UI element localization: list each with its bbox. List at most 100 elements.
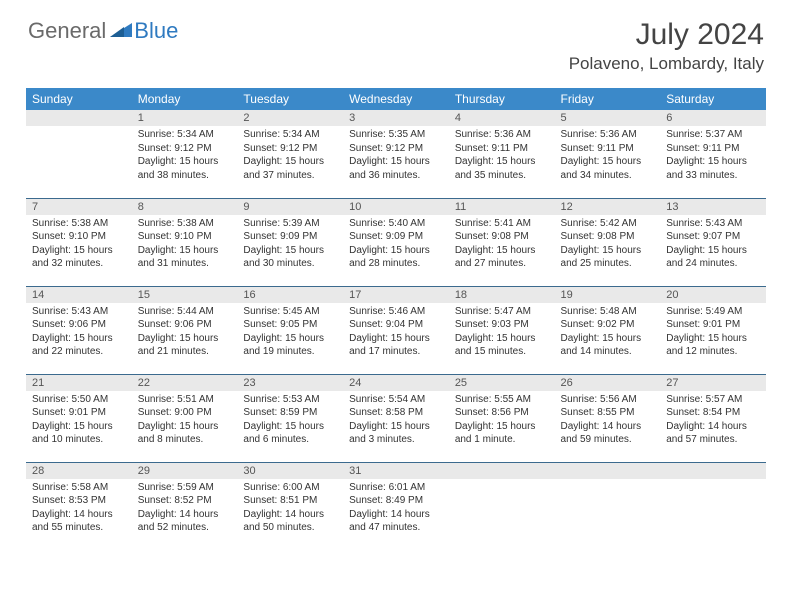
- day-number: 18: [449, 287, 555, 303]
- day-number: 6: [660, 110, 766, 126]
- sunset-text: Sunset: 9:02 PM: [561, 318, 655, 332]
- day-number: 8: [132, 199, 238, 215]
- day-number: 21: [26, 375, 132, 391]
- day-details: Sunrise: 5:51 AMSunset: 9:00 PMDaylight:…: [132, 391, 238, 451]
- calendar-day-cell: 13Sunrise: 5:43 AMSunset: 9:07 PMDayligh…: [660, 198, 766, 286]
- sunset-text: Sunset: 9:10 PM: [138, 230, 232, 244]
- day-number: [660, 463, 766, 479]
- weekday-header: Tuesday: [237, 88, 343, 110]
- calendar-day-cell: 9Sunrise: 5:39 AMSunset: 9:09 PMDaylight…: [237, 198, 343, 286]
- brand-logo: General Blue: [28, 18, 178, 44]
- sunrise-text: Sunrise: 5:50 AM: [32, 393, 126, 407]
- title-month: July 2024: [569, 18, 764, 52]
- day-details: Sunrise: 5:55 AMSunset: 8:56 PMDaylight:…: [449, 391, 555, 451]
- sunset-text: Sunset: 9:11 PM: [561, 142, 655, 156]
- sunrise-text: Sunrise: 5:46 AM: [349, 305, 443, 319]
- day-details: Sunrise: 6:00 AMSunset: 8:51 PMDaylight:…: [237, 479, 343, 539]
- day-number: [449, 463, 555, 479]
- sunrise-text: Sunrise: 5:56 AM: [561, 393, 655, 407]
- calendar-day-cell: 12Sunrise: 5:42 AMSunset: 9:08 PMDayligh…: [555, 198, 661, 286]
- sunrise-text: Sunrise: 5:35 AM: [349, 128, 443, 142]
- day-details: Sunrise: 5:34 AMSunset: 9:12 PMDaylight:…: [237, 126, 343, 186]
- daylight-text: Daylight: 15 hours and 28 minutes.: [349, 244, 443, 271]
- calendar-day-cell: 18Sunrise: 5:47 AMSunset: 9:03 PMDayligh…: [449, 286, 555, 374]
- day-details: Sunrise: 5:54 AMSunset: 8:58 PMDaylight:…: [343, 391, 449, 451]
- day-number: 10: [343, 199, 449, 215]
- day-number: 1: [132, 110, 238, 126]
- daylight-text: Daylight: 15 hours and 30 minutes.: [243, 244, 337, 271]
- day-number: [26, 110, 132, 126]
- calendar-day-cell: 7Sunrise: 5:38 AMSunset: 9:10 PMDaylight…: [26, 198, 132, 286]
- day-number: 31: [343, 463, 449, 479]
- sunrise-text: Sunrise: 5:53 AM: [243, 393, 337, 407]
- sunset-text: Sunset: 8:58 PM: [349, 406, 443, 420]
- calendar-day-cell: 24Sunrise: 5:54 AMSunset: 8:58 PMDayligh…: [343, 374, 449, 462]
- daylight-text: Daylight: 15 hours and 22 minutes.: [32, 332, 126, 359]
- sunrise-text: Sunrise: 5:38 AM: [138, 217, 232, 231]
- sunrise-text: Sunrise: 5:45 AM: [243, 305, 337, 319]
- day-details: Sunrise: 5:36 AMSunset: 9:11 PMDaylight:…: [449, 126, 555, 186]
- calendar-table: Sunday Monday Tuesday Wednesday Thursday…: [26, 88, 766, 550]
- day-details: Sunrise: 5:49 AMSunset: 9:01 PMDaylight:…: [660, 303, 766, 363]
- sunset-text: Sunset: 9:05 PM: [243, 318, 337, 332]
- calendar-day-cell: 23Sunrise: 5:53 AMSunset: 8:59 PMDayligh…: [237, 374, 343, 462]
- daylight-text: Daylight: 15 hours and 27 minutes.: [455, 244, 549, 271]
- calendar-day-cell: 14Sunrise: 5:43 AMSunset: 9:06 PMDayligh…: [26, 286, 132, 374]
- day-details: Sunrise: 5:59 AMSunset: 8:52 PMDaylight:…: [132, 479, 238, 539]
- sunrise-text: Sunrise: 5:36 AM: [561, 128, 655, 142]
- calendar-week-row: 7Sunrise: 5:38 AMSunset: 9:10 PMDaylight…: [26, 198, 766, 286]
- sunset-text: Sunset: 9:11 PM: [666, 142, 760, 156]
- day-number: 28: [26, 463, 132, 479]
- sunset-text: Sunset: 8:54 PM: [666, 406, 760, 420]
- day-details: Sunrise: 5:43 AMSunset: 9:06 PMDaylight:…: [26, 303, 132, 363]
- sunrise-text: Sunrise: 5:55 AM: [455, 393, 549, 407]
- sunset-text: Sunset: 9:06 PM: [138, 318, 232, 332]
- brand-word-1: General: [28, 18, 106, 44]
- day-number: 24: [343, 375, 449, 391]
- day-details: Sunrise: 5:45 AMSunset: 9:05 PMDaylight:…: [237, 303, 343, 363]
- sunset-text: Sunset: 9:09 PM: [243, 230, 337, 244]
- day-details: Sunrise: 5:37 AMSunset: 9:11 PMDaylight:…: [660, 126, 766, 186]
- daylight-text: Daylight: 15 hours and 21 minutes.: [138, 332, 232, 359]
- sunrise-text: Sunrise: 5:38 AM: [32, 217, 126, 231]
- sunrise-text: Sunrise: 5:42 AM: [561, 217, 655, 231]
- sunrise-text: Sunrise: 5:39 AM: [243, 217, 337, 231]
- daylight-text: Daylight: 15 hours and 12 minutes.: [666, 332, 760, 359]
- daylight-text: Daylight: 15 hours and 8 minutes.: [138, 420, 232, 447]
- daylight-text: Daylight: 15 hours and 1 minute.: [455, 420, 549, 447]
- calendar-day-cell: 29Sunrise: 5:59 AMSunset: 8:52 PMDayligh…: [132, 462, 238, 550]
- daylight-text: Daylight: 14 hours and 50 minutes.: [243, 508, 337, 535]
- calendar-day-cell: [26, 110, 132, 198]
- daylight-text: Daylight: 15 hours and 35 minutes.: [455, 155, 549, 182]
- calendar-day-cell: 28Sunrise: 5:58 AMSunset: 8:53 PMDayligh…: [26, 462, 132, 550]
- calendar-day-cell: 10Sunrise: 5:40 AMSunset: 9:09 PMDayligh…: [343, 198, 449, 286]
- daylight-text: Daylight: 15 hours and 17 minutes.: [349, 332, 443, 359]
- day-details: Sunrise: 5:53 AMSunset: 8:59 PMDaylight:…: [237, 391, 343, 451]
- calendar-week-row: 14Sunrise: 5:43 AMSunset: 9:06 PMDayligh…: [26, 286, 766, 374]
- sunrise-text: Sunrise: 5:40 AM: [349, 217, 443, 231]
- calendar-day-cell: 11Sunrise: 5:41 AMSunset: 9:08 PMDayligh…: [449, 198, 555, 286]
- sunset-text: Sunset: 9:08 PM: [455, 230, 549, 244]
- day-number: 23: [237, 375, 343, 391]
- day-details: Sunrise: 5:46 AMSunset: 9:04 PMDaylight:…: [343, 303, 449, 363]
- calendar-week-row: 21Sunrise: 5:50 AMSunset: 9:01 PMDayligh…: [26, 374, 766, 462]
- calendar-header-row: Sunday Monday Tuesday Wednesday Thursday…: [26, 88, 766, 110]
- day-number: 22: [132, 375, 238, 391]
- day-number: 25: [449, 375, 555, 391]
- daylight-text: Daylight: 14 hours and 57 minutes.: [666, 420, 760, 447]
- sunrise-text: Sunrise: 5:43 AM: [666, 217, 760, 231]
- day-number: 20: [660, 287, 766, 303]
- calendar-day-cell: 2Sunrise: 5:34 AMSunset: 9:12 PMDaylight…: [237, 110, 343, 198]
- sunset-text: Sunset: 8:52 PM: [138, 494, 232, 508]
- title-location: Polaveno, Lombardy, Italy: [569, 54, 764, 74]
- calendar-day-cell: 21Sunrise: 5:50 AMSunset: 9:01 PMDayligh…: [26, 374, 132, 462]
- day-details: [26, 126, 132, 132]
- calendar-day-cell: [660, 462, 766, 550]
- calendar-day-cell: 15Sunrise: 5:44 AMSunset: 9:06 PMDayligh…: [132, 286, 238, 374]
- day-details: Sunrise: 5:36 AMSunset: 9:11 PMDaylight:…: [555, 126, 661, 186]
- calendar-day-cell: 22Sunrise: 5:51 AMSunset: 9:00 PMDayligh…: [132, 374, 238, 462]
- sunrise-text: Sunrise: 5:34 AM: [138, 128, 232, 142]
- sunset-text: Sunset: 9:00 PM: [138, 406, 232, 420]
- daylight-text: Daylight: 14 hours and 52 minutes.: [138, 508, 232, 535]
- sunset-text: Sunset: 9:12 PM: [243, 142, 337, 156]
